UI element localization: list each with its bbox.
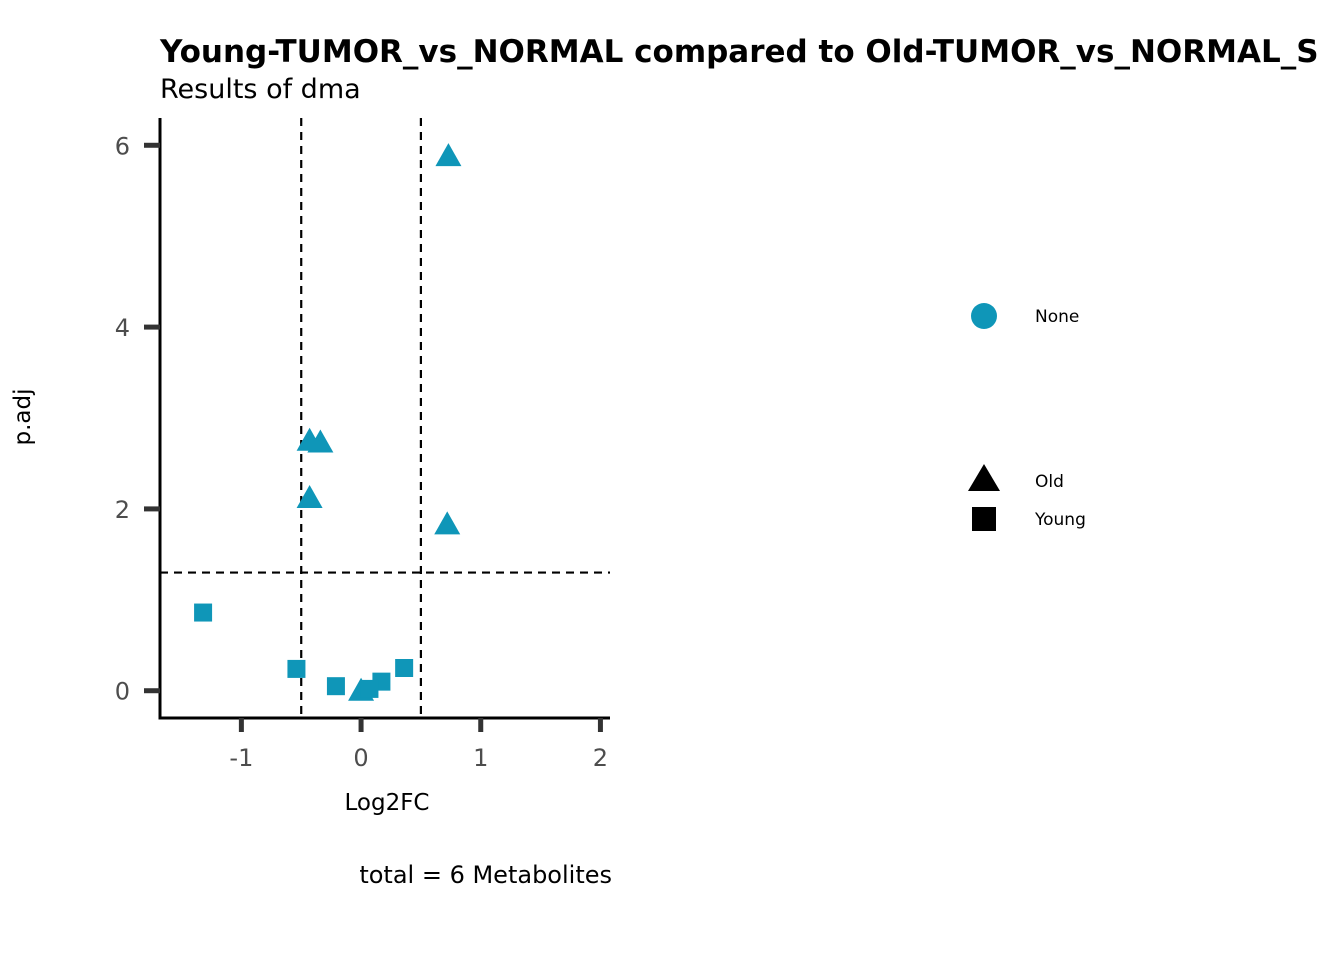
chart-subtitle: Results of dma <box>160 74 361 105</box>
x-tick-label: 0 <box>353 744 368 772</box>
plot-area: -1 0 1 2 0 2 4 6 <box>115 118 610 772</box>
y-tick-label: 4 <box>115 314 130 342</box>
data-point-young <box>194 603 213 622</box>
data-point-old <box>434 511 461 535</box>
chart-title: Young-TUMOR_vs_NORMAL compared to Old-TU… <box>159 34 1319 70</box>
data-point-old <box>307 429 334 453</box>
legend: None Old Young <box>968 303 1086 531</box>
data-point-young <box>360 679 379 698</box>
legend-label-none: None <box>1035 307 1079 327</box>
data-point-young <box>287 659 306 678</box>
legend-square-key <box>972 507 996 531</box>
y-tick-label: 6 <box>115 132 130 160</box>
x-tick-label: -1 <box>229 744 253 772</box>
legend-label-young: Young <box>1034 510 1086 530</box>
x-tick-label: 2 <box>593 744 608 772</box>
legend-triangle-key <box>968 464 1000 491</box>
data-point-old <box>296 485 323 508</box>
legend-label-old: Old <box>1035 472 1064 492</box>
data-point-old <box>435 143 462 167</box>
x-tick-label: 1 <box>473 744 488 772</box>
data-point-young <box>395 659 414 677</box>
y-axis-title: p.adj <box>10 389 36 446</box>
y-tick-label: 0 <box>115 678 130 706</box>
y-tick-label: 2 <box>115 496 130 524</box>
data-point-young <box>326 677 345 696</box>
caption: total = 6 Metabolites <box>359 861 612 889</box>
x-axis-title: Log2FC <box>344 790 429 816</box>
legend-color-key <box>971 303 997 329</box>
